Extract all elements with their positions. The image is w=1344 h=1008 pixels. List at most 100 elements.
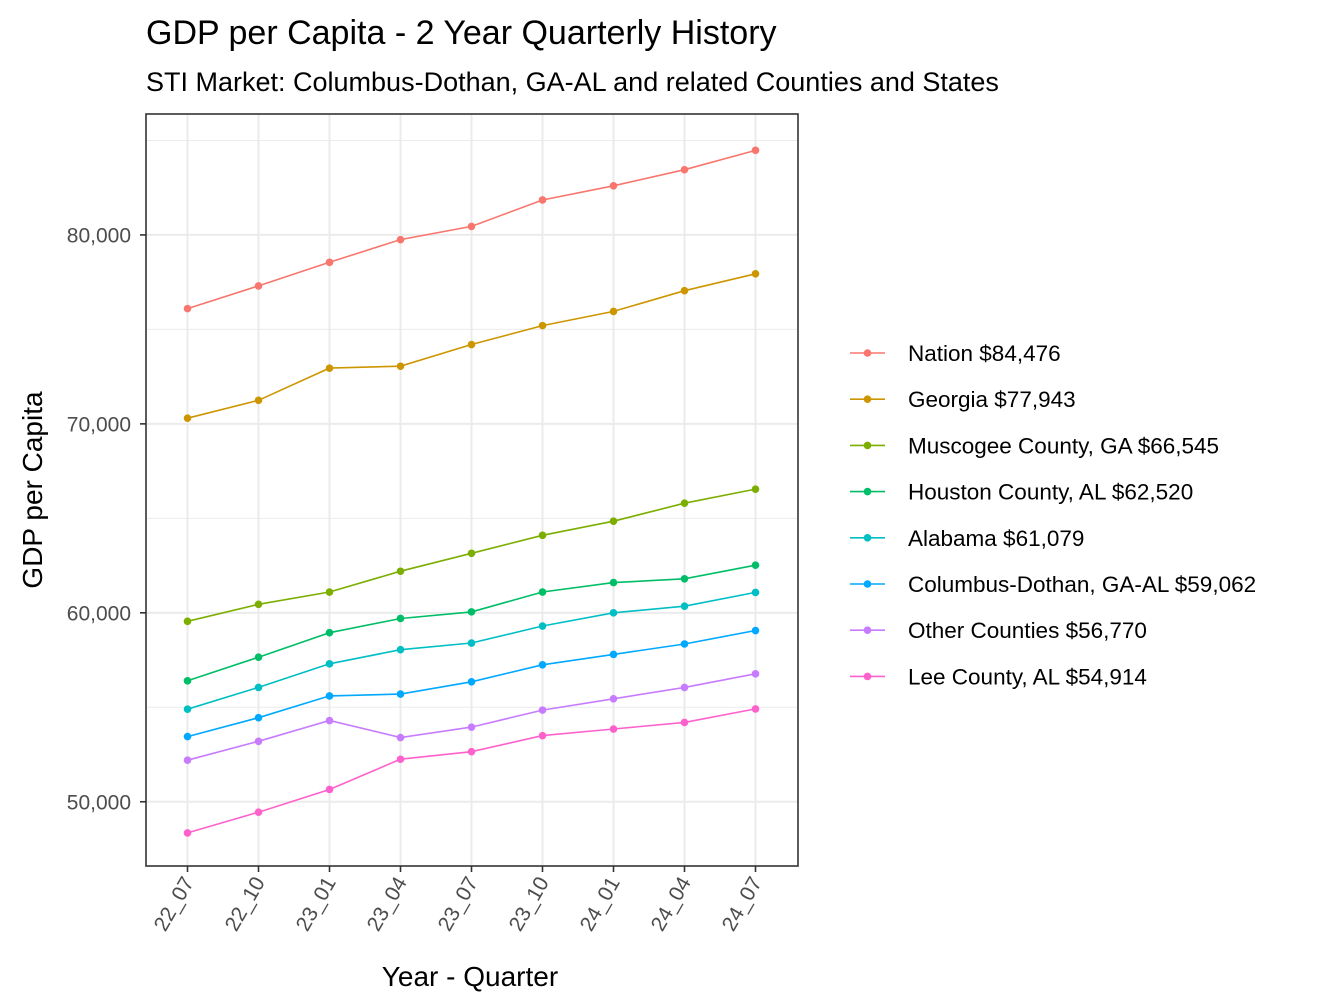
series-group: [183, 705, 760, 837]
data-point: [538, 622, 547, 630]
x-axis-title: Year - Quarter: [382, 961, 558, 992]
legend-item: Houston County, AL $62,520: [850, 480, 1193, 505]
legend-label: Georgia $77,943: [908, 387, 1076, 412]
y-tick-label: 70,000: [67, 413, 131, 436]
series-group: [183, 561, 760, 685]
series-group: [183, 269, 760, 423]
x-tick-label: 22_10: [221, 873, 270, 935]
data-point: [254, 737, 263, 746]
legend: Nation $84,476 Georgia $77,943 Muscogee Co…: [850, 341, 1256, 689]
data-point: [467, 222, 476, 231]
data-point: [751, 146, 760, 155]
data-point: [467, 340, 476, 349]
series-group: [183, 588, 760, 713]
x-tick-label: 23_10: [505, 873, 554, 935]
series-layer: [183, 146, 760, 837]
data-point: [254, 713, 263, 722]
data-point: [183, 829, 192, 837]
data-point: [396, 755, 405, 764]
data-point: [538, 706, 547, 714]
legend-item: Columbus-Dothan, GA-AL $59,062: [850, 572, 1256, 597]
y-tick-label: 50,000: [67, 791, 131, 814]
series-group: [183, 670, 760, 764]
data-point: [751, 705, 760, 713]
legend-key-point: [863, 626, 872, 634]
data-point: [396, 567, 405, 576]
series-group: [183, 146, 760, 313]
legend-key-point: [863, 349, 872, 357]
data-point: [680, 683, 689, 692]
legend-label: Muscogee County, GA $66,545: [908, 433, 1219, 458]
data-point: [325, 258, 334, 267]
legend-key-point: [863, 672, 872, 681]
data-point: [325, 692, 334, 700]
data-point: [609, 307, 618, 316]
data-point: [751, 670, 760, 678]
data-point: [254, 653, 263, 662]
legend-label: Columbus-Dothan, GA-AL $59,062: [908, 572, 1256, 597]
x-tick-label: 23_01: [292, 873, 341, 935]
data-point: [396, 362, 405, 371]
data-point: [609, 650, 618, 659]
data-point: [609, 578, 618, 587]
data-point: [751, 269, 760, 278]
data-point: [538, 588, 547, 596]
data-point: [467, 723, 476, 731]
data-point: [538, 731, 547, 740]
series-group: [183, 485, 760, 626]
data-point: [396, 614, 405, 623]
legend-key-point: [863, 441, 872, 450]
series-group: [183, 626, 760, 741]
data-point: [680, 499, 689, 508]
y-axis-title: GDP per Capita: [17, 391, 48, 589]
legend-label: Other Counties $56,770: [908, 618, 1147, 643]
y-tick-label: 80,000: [67, 224, 131, 247]
data-point: [680, 602, 689, 611]
data-point: [325, 716, 334, 725]
data-point: [680, 286, 689, 295]
data-point: [467, 608, 476, 616]
data-point: [183, 732, 192, 741]
data-point: [538, 321, 547, 330]
data-point: [325, 364, 334, 372]
data-point: [325, 785, 334, 794]
data-point: [538, 660, 547, 669]
x-tick-label: 24_04: [647, 873, 696, 935]
data-point: [325, 628, 334, 637]
data-point: [680, 640, 689, 648]
data-point: [680, 165, 689, 174]
y-tick-label: 60,000: [67, 602, 131, 625]
data-point: [183, 304, 192, 313]
legend-key-point: [863, 487, 872, 496]
data-point: [396, 690, 405, 698]
chart-subtitle: STI Market: Columbus-Dothan, GA-AL and r…: [146, 67, 999, 97]
legend-label: Nation $84,476: [908, 341, 1061, 366]
legend-item: Lee County, AL $54,914: [850, 664, 1147, 689]
data-point: [751, 626, 760, 635]
data-point: [609, 181, 618, 190]
data-point: [254, 808, 263, 816]
data-point: [183, 705, 192, 713]
data-point: [396, 235, 405, 244]
legend-label: Alabama $61,079: [908, 526, 1084, 551]
data-point: [254, 600, 263, 609]
data-point: [254, 282, 263, 290]
data-point: [538, 531, 547, 540]
x-tick-label: 24_01: [576, 873, 625, 935]
legend-key-point: [863, 580, 872, 588]
data-point: [467, 639, 476, 647]
data-point: [680, 718, 689, 727]
data-point: [609, 517, 618, 525]
data-point: [609, 694, 618, 703]
legend-item: Nation $84,476: [850, 341, 1061, 366]
legend-key-point: [863, 534, 872, 542]
data-point: [396, 645, 405, 654]
data-point: [183, 617, 192, 626]
data-point: [183, 756, 192, 764]
data-point: [396, 733, 405, 742]
legend-label: Houston County, AL $62,520: [908, 480, 1193, 505]
data-point: [751, 588, 760, 597]
legend-item: Muscogee County, GA $66,545: [850, 433, 1219, 458]
data-point: [680, 575, 689, 583]
